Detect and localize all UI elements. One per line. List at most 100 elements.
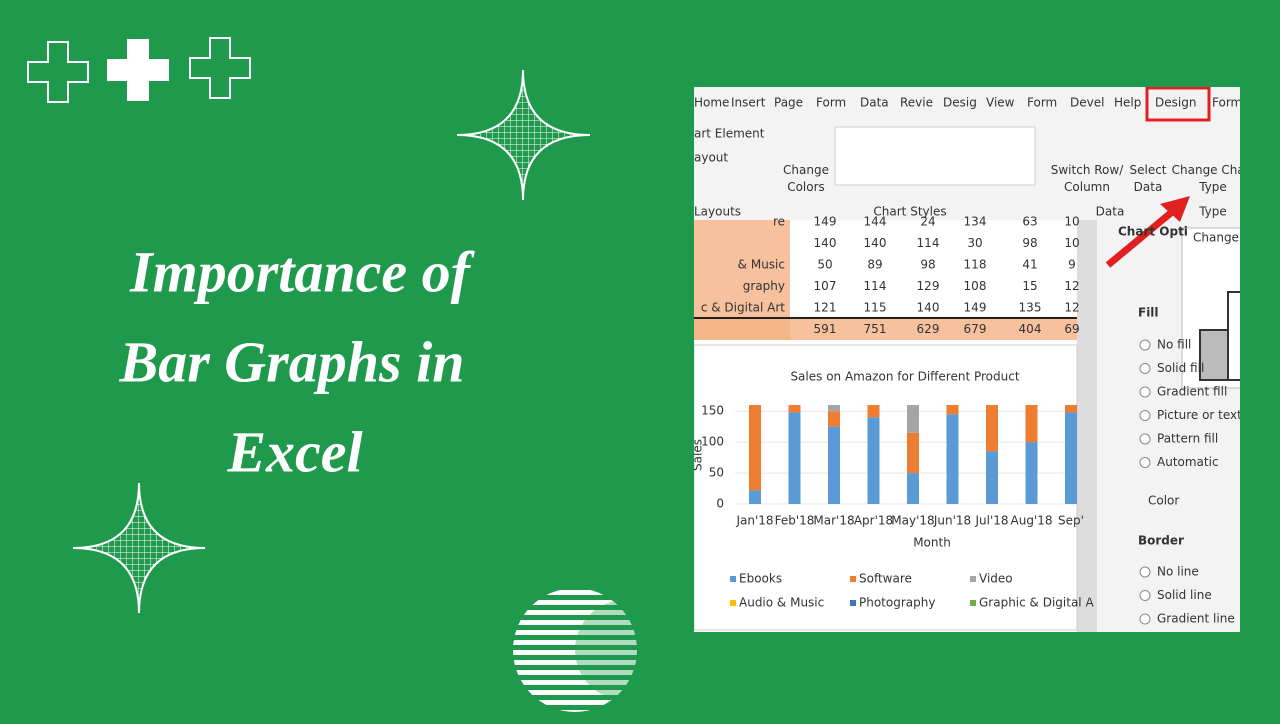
bar-segment <box>946 414 959 504</box>
cell: 12 <box>1064 301 1079 315</box>
option-label: No fill <box>1157 338 1191 352</box>
y-axis-label: Sales <box>691 439 705 471</box>
bar-segment <box>907 405 919 433</box>
x-tick-label: Jan'18 <box>735 514 773 528</box>
ribbon-tab: Desig <box>943 96 977 110</box>
y-tick-label: 50 <box>709 466 724 480</box>
radio <box>1139 410 1151 421</box>
cell: 135 <box>1019 301 1042 315</box>
ribbon-tab: Data <box>860 96 889 110</box>
cell: 114 <box>864 279 887 293</box>
x-tick-label: Sep' <box>1058 514 1084 528</box>
decorations <box>27 37 675 712</box>
radio <box>1139 339 1151 351</box>
bar-segment <box>1065 412 1077 504</box>
cell: 591 <box>814 322 837 336</box>
cell: 107 <box>814 279 837 293</box>
row-label: graphy <box>743 279 785 293</box>
option-label: Solid fill <box>1157 361 1204 375</box>
ribbon-button: Switch Row/Column <box>1051 163 1124 194</box>
y-tick-label: 100 <box>701 435 724 449</box>
cell: 129 <box>917 279 940 293</box>
cell: 134 <box>964 215 987 229</box>
legend-swatch <box>970 576 976 582</box>
cell: 118 <box>964 258 987 272</box>
headline: Excel <box>226 419 363 484</box>
cell: 41 <box>1022 258 1037 272</box>
ribbon-tab: Revie <box>900 96 933 110</box>
legend-label: Photography <box>859 596 935 610</box>
ribbon-tab: Help <box>1114 96 1141 110</box>
legend-swatch <box>970 600 976 606</box>
radio <box>1139 566 1151 578</box>
bar-segment <box>1065 405 1077 413</box>
radio <box>1139 433 1151 445</box>
cell: 63 <box>1022 215 1037 229</box>
ribbon-tab: Form <box>816 96 846 110</box>
legend-label: Audio & Music <box>739 596 824 610</box>
ribbon-label: Layouts <box>694 205 741 219</box>
bar-segment <box>907 432 919 474</box>
option-label: Pattern fill <box>1157 432 1218 446</box>
radio <box>1139 457 1151 468</box>
ribbon-tab: Form <box>1027 96 1057 110</box>
y-tick-label: 0 <box>716 497 724 511</box>
cell: 140 <box>864 236 887 250</box>
cell: 108 <box>964 279 987 293</box>
legend-label: Graphic & Digital A <box>979 596 1094 610</box>
cell: 98 <box>920 258 935 272</box>
cell: 30 <box>967 236 982 250</box>
cell: 114 <box>917 236 940 250</box>
bar-segment <box>986 405 998 452</box>
ribbon-tab: View <box>986 96 1015 110</box>
option-label: Solid line <box>1157 588 1212 602</box>
ribbon-button: Change Colors <box>783 163 829 194</box>
ribbon-tab: Home <box>694 96 729 110</box>
section-header: Border <box>1138 534 1184 548</box>
x-tick-label: Apr'18 <box>854 514 893 528</box>
cell: 629 <box>917 322 940 336</box>
legend-label: Ebooks <box>739 572 782 586</box>
ribbon-label: Chart Styles <box>873 205 946 219</box>
cell: 140 <box>917 301 940 315</box>
bar-segment <box>788 405 801 413</box>
cell: 15 <box>1022 279 1037 293</box>
bar-segment <box>788 412 801 504</box>
radio <box>1139 363 1151 374</box>
cell: 144 <box>864 215 887 229</box>
ribbon-tab: Design <box>1155 96 1196 110</box>
bar-segment <box>907 473 919 504</box>
option-label: Picture or textu <box>1157 408 1249 422</box>
radio <box>1139 613 1151 625</box>
section-header: Fill <box>1138 306 1159 320</box>
chart-title: Sales on Amazon for Different Product <box>790 370 1019 384</box>
bar-segment <box>867 405 880 418</box>
cell: 10 <box>1064 215 1079 229</box>
y-tick-label: 150 <box>701 404 724 418</box>
ribbon-button: Change Chart Type <box>1172 163 1255 194</box>
cell: 98 <box>1022 236 1037 250</box>
x-tick-label: Feb'18 <box>775 514 815 528</box>
row-label: re <box>773 215 785 229</box>
cell: 24 <box>920 215 935 229</box>
ribbon-label: Data <box>1096 205 1125 219</box>
ribbon-tab: Devel <box>1070 96 1104 110</box>
option-label: No line <box>1157 565 1199 579</box>
option-label: Gradient line <box>1157 612 1235 626</box>
cell: 140 <box>814 236 837 250</box>
ribbon-label: Type <box>1198 205 1227 219</box>
cell: 115 <box>864 301 887 315</box>
popup-label: Change <box>1193 231 1239 245</box>
legend-swatch <box>730 600 736 606</box>
headline: Bar Graphs in <box>119 329 465 394</box>
bar-segment <box>986 451 998 504</box>
ribbon-tab: Page <box>774 96 803 110</box>
x-axis-label: Month <box>913 536 951 550</box>
option-label: Gradient fill <box>1157 385 1227 399</box>
ribbon-label: art Element <box>694 127 765 141</box>
legend-swatch <box>850 576 856 582</box>
cell: 89 <box>867 258 882 272</box>
cell: 12 <box>1064 279 1079 293</box>
pane-title: Chart Opti <box>1118 225 1188 239</box>
cell: 404 <box>1019 322 1042 336</box>
